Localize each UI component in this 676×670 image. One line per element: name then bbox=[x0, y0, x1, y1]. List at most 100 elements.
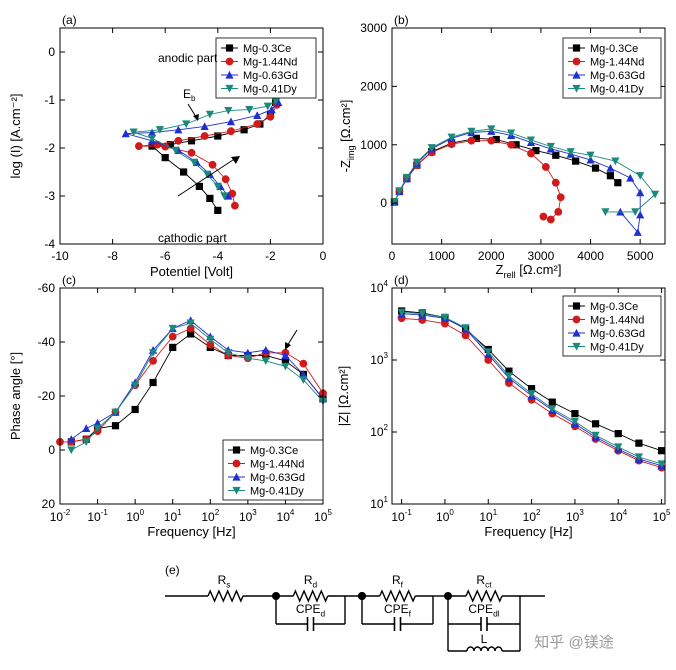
data-point bbox=[131, 405, 139, 414]
y-axis-label: log (I) [A.cm⁻²] bbox=[8, 94, 23, 179]
legend-marker bbox=[225, 57, 234, 66]
chart-b: 0 1000 2000 3000 4000 5000 0 1000 2000 3000 (b) Zre… bbox=[338, 13, 666, 280]
data-point bbox=[186, 319, 195, 328]
data-point bbox=[261, 346, 270, 354]
data-point bbox=[556, 193, 565, 202]
data-point bbox=[224, 349, 233, 357]
data-point bbox=[182, 120, 191, 129]
series-line bbox=[394, 137, 619, 203]
data-point bbox=[200, 132, 209, 140]
series-line bbox=[394, 128, 656, 213]
data-point bbox=[203, 170, 212, 179]
x-axis-label: Potentiel [Volt] bbox=[150, 264, 233, 279]
legend-entry: Mg-0.41Dy bbox=[590, 342, 644, 354]
chart-c: 10-2 10-1 100 101 102 103 104 105 -60 -40 -20 0 20 (c… bbox=[8, 273, 332, 539]
y-axis-label: -Zimg [Ω.cm²] bbox=[338, 100, 356, 173]
data-point bbox=[135, 142, 143, 150]
data-point bbox=[206, 194, 214, 202]
data-point bbox=[243, 348, 252, 357]
data-point bbox=[299, 376, 308, 384]
y-tick-label: 101 bbox=[370, 495, 388, 511]
x-tick-label: 101 bbox=[164, 508, 182, 524]
legend-marker bbox=[572, 302, 581, 310]
data-point bbox=[507, 140, 516, 149]
data-point bbox=[147, 128, 157, 137]
x-tick-label: 104 bbox=[277, 508, 295, 524]
rs-resistor bbox=[207, 589, 244, 603]
chart-d: 10-1 100 101 102 103 104 105 101 102 103 104 (d) Fre… bbox=[336, 273, 671, 539]
data-point bbox=[571, 410, 579, 418]
data-point bbox=[253, 120, 262, 128]
x-tick-label: 100 bbox=[126, 508, 144, 524]
plot-frame bbox=[59, 27, 324, 245]
data-point bbox=[635, 439, 643, 447]
data-point bbox=[467, 136, 476, 145]
data-point bbox=[554, 207, 563, 216]
x-tick-label: 5000 bbox=[627, 249, 654, 263]
data-point bbox=[650, 190, 660, 199]
data-point bbox=[93, 424, 102, 433]
data-point bbox=[169, 343, 177, 351]
data-point bbox=[93, 418, 102, 427]
legend-marker bbox=[225, 44, 234, 52]
x-tick-label: -6 bbox=[160, 249, 171, 263]
y-tick-label: 0 bbox=[48, 45, 55, 59]
y-tick-label: -1 bbox=[44, 93, 55, 107]
data-point bbox=[591, 431, 600, 440]
data-point bbox=[281, 351, 290, 360]
watermark: 知乎 @镁途 bbox=[534, 634, 613, 651]
data-point bbox=[397, 308, 406, 317]
data-point bbox=[153, 140, 162, 149]
data-point bbox=[200, 122, 209, 130]
x-tick-label: 2000 bbox=[478, 249, 505, 263]
data-point bbox=[636, 188, 645, 197]
data-point bbox=[507, 129, 516, 138]
x-tick-label: 100 bbox=[436, 508, 454, 524]
data-point bbox=[636, 210, 645, 219]
x-tick-label: 102 bbox=[201, 508, 219, 524]
legend-entry: Mg-1.44Nd bbox=[590, 57, 644, 69]
plot-frame bbox=[391, 287, 666, 505]
legend-entry: Mg-0.41Dy bbox=[250, 486, 304, 498]
inductor-label: L bbox=[481, 632, 488, 646]
anodic-label: anodic part bbox=[158, 51, 218, 65]
legend-entry: Mg-0.3Ce bbox=[250, 445, 298, 457]
data-point bbox=[121, 129, 130, 138]
data-point bbox=[611, 157, 620, 166]
data-point bbox=[271, 97, 280, 106]
data-point bbox=[281, 362, 290, 371]
data-point bbox=[601, 208, 610, 216]
legend-entry: Mg-0.63Gd bbox=[590, 70, 645, 82]
data-point bbox=[546, 215, 555, 224]
data-point bbox=[467, 127, 476, 136]
y-axis-label: |Z| [Ω.cm²] bbox=[336, 366, 351, 427]
trend-arrow bbox=[177, 157, 237, 197]
data-point bbox=[195, 182, 203, 190]
rd-resistor bbox=[292, 589, 329, 603]
data-point bbox=[472, 134, 480, 142]
x-tick-label: 105 bbox=[653, 508, 671, 524]
data-point bbox=[240, 126, 248, 134]
legend-entry: Mg-0.63Gd bbox=[590, 328, 645, 340]
data-point bbox=[227, 127, 235, 136]
x-tick-label: 1000 bbox=[428, 249, 455, 263]
data-point bbox=[174, 136, 183, 145]
data-point bbox=[228, 189, 237, 198]
panel-label: (b) bbox=[394, 13, 409, 27]
data-point bbox=[190, 158, 199, 167]
data-point bbox=[487, 136, 496, 145]
panel-label: (e) bbox=[165, 563, 180, 577]
legend-entry: Mg-1.44Nd bbox=[590, 315, 644, 327]
data-point bbox=[147, 134, 157, 143]
data-point bbox=[67, 446, 76, 455]
legend-marker bbox=[232, 446, 241, 454]
y-tick-label: -40 bbox=[38, 335, 56, 349]
rf-r-label: Rf bbox=[392, 573, 404, 590]
data-point bbox=[427, 144, 436, 152]
x-tick-label: 103 bbox=[239, 508, 257, 524]
y-tick-label: 3000 bbox=[360, 21, 387, 35]
legend-entry: Mg-1.44Nd bbox=[250, 459, 304, 471]
data-point bbox=[214, 206, 222, 214]
data-point bbox=[168, 332, 177, 341]
legend-marker bbox=[232, 459, 241, 468]
